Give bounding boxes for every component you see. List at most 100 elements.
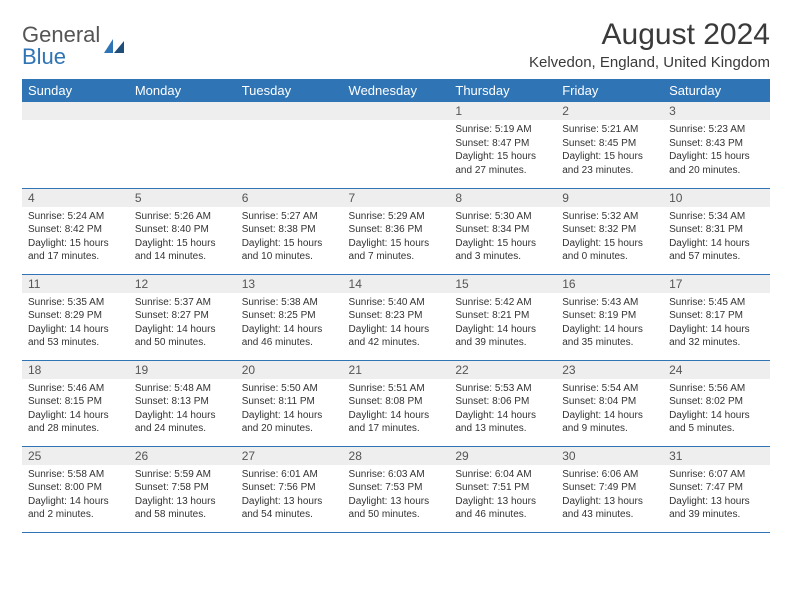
day-number: 1 [449,102,556,120]
daylight-line: Daylight: 14 hours and 5 minutes. [669,409,764,436]
brand-logo: General Blue [22,18,124,68]
day-number: 16 [556,275,663,293]
day-details: Sunrise: 5:29 AMSunset: 8:36 PMDaylight:… [343,207,450,268]
daylight-line: Daylight: 13 hours and 39 minutes. [669,495,764,522]
day-number: 8 [449,189,556,207]
daylight-line: Daylight: 15 hours and 23 minutes. [562,150,657,177]
day-details: Sunrise: 5:24 AMSunset: 8:42 PMDaylight:… [22,207,129,268]
calendar-week-row: 1Sunrise: 5:19 AMSunset: 8:47 PMDaylight… [22,102,770,188]
sunset-line: Sunset: 8:19 PM [562,309,657,323]
sunset-line: Sunset: 8:38 PM [242,223,337,237]
day-details: Sunrise: 5:32 AMSunset: 8:32 PMDaylight:… [556,207,663,268]
calendar-cell: 26Sunrise: 5:59 AMSunset: 7:58 PMDayligh… [129,446,236,532]
day-number: 9 [556,189,663,207]
day-number [236,102,343,120]
day-details: Sunrise: 5:35 AMSunset: 8:29 PMDaylight:… [22,293,129,354]
calendar-body: 1Sunrise: 5:19 AMSunset: 8:47 PMDaylight… [22,102,770,532]
sunrise-line: Sunrise: 5:59 AM [135,468,230,482]
sunrise-line: Sunrise: 5:34 AM [669,210,764,224]
sunrise-line: Sunrise: 5:56 AM [669,382,764,396]
sunset-line: Sunset: 8:08 PM [349,395,444,409]
day-number: 5 [129,189,236,207]
day-details: Sunrise: 5:38 AMSunset: 8:25 PMDaylight:… [236,293,343,354]
sunrise-line: Sunrise: 5:40 AM [349,296,444,310]
sunset-line: Sunset: 8:42 PM [28,223,123,237]
day-number [22,102,129,120]
sunrise-line: Sunrise: 5:53 AM [455,382,550,396]
calendar-cell: 11Sunrise: 5:35 AMSunset: 8:29 PMDayligh… [22,274,129,360]
day-details: Sunrise: 6:07 AMSunset: 7:47 PMDaylight:… [663,465,770,526]
calendar-cell: 1Sunrise: 5:19 AMSunset: 8:47 PMDaylight… [449,102,556,188]
sunset-line: Sunset: 8:27 PM [135,309,230,323]
day-details: Sunrise: 5:58 AMSunset: 8:00 PMDaylight:… [22,465,129,526]
calendar-cell: 3Sunrise: 5:23 AMSunset: 8:43 PMDaylight… [663,102,770,188]
calendar-week-row: 11Sunrise: 5:35 AMSunset: 8:29 PMDayligh… [22,274,770,360]
day-header: Saturday [663,79,770,102]
day-number: 19 [129,361,236,379]
calendar-cell: 23Sunrise: 5:54 AMSunset: 8:04 PMDayligh… [556,360,663,446]
day-details: Sunrise: 5:27 AMSunset: 8:38 PMDaylight:… [236,207,343,268]
calendar-cell [22,102,129,188]
day-number: 29 [449,447,556,465]
sunrise-line: Sunrise: 5:45 AM [669,296,764,310]
daylight-line: Daylight: 15 hours and 20 minutes. [669,150,764,177]
sunrise-line: Sunrise: 5:30 AM [455,210,550,224]
day-number: 25 [22,447,129,465]
sunrise-line: Sunrise: 5:48 AM [135,382,230,396]
sunset-line: Sunset: 8:40 PM [135,223,230,237]
sunrise-line: Sunrise: 6:01 AM [242,468,337,482]
day-details: Sunrise: 5:42 AMSunset: 8:21 PMDaylight:… [449,293,556,354]
daylight-line: Daylight: 15 hours and 14 minutes. [135,237,230,264]
sunrise-line: Sunrise: 5:26 AM [135,210,230,224]
calendar-cell: 2Sunrise: 5:21 AMSunset: 8:45 PMDaylight… [556,102,663,188]
sunrise-line: Sunrise: 6:03 AM [349,468,444,482]
calendar-cell: 30Sunrise: 6:06 AMSunset: 7:49 PMDayligh… [556,446,663,532]
day-details: Sunrise: 6:06 AMSunset: 7:49 PMDaylight:… [556,465,663,526]
calendar-cell: 10Sunrise: 5:34 AMSunset: 8:31 PMDayligh… [663,188,770,274]
daylight-line: Daylight: 14 hours and 57 minutes. [669,237,764,264]
daylight-line: Daylight: 15 hours and 27 minutes. [455,150,550,177]
day-number: 11 [22,275,129,293]
daylight-line: Daylight: 14 hours and 9 minutes. [562,409,657,436]
calendar-cell: 7Sunrise: 5:29 AMSunset: 8:36 PMDaylight… [343,188,450,274]
day-details: Sunrise: 5:19 AMSunset: 8:47 PMDaylight:… [449,120,556,181]
daylight-line: Daylight: 13 hours and 54 minutes. [242,495,337,522]
day-number: 18 [22,361,129,379]
calendar-grid: Sunday Monday Tuesday Wednesday Thursday… [22,79,770,533]
sunrise-line: Sunrise: 5:32 AM [562,210,657,224]
day-details: Sunrise: 5:30 AMSunset: 8:34 PMDaylight:… [449,207,556,268]
sunset-line: Sunset: 7:56 PM [242,481,337,495]
day-number: 21 [343,361,450,379]
sunset-line: Sunset: 8:11 PM [242,395,337,409]
day-number: 22 [449,361,556,379]
day-details: Sunrise: 5:45 AMSunset: 8:17 PMDaylight:… [663,293,770,354]
day-details: Sunrise: 5:48 AMSunset: 8:13 PMDaylight:… [129,379,236,440]
sunrise-line: Sunrise: 5:19 AM [455,123,550,137]
daylight-line: Daylight: 14 hours and 13 minutes. [455,409,550,436]
calendar-cell: 6Sunrise: 5:27 AMSunset: 8:38 PMDaylight… [236,188,343,274]
daylight-line: Daylight: 14 hours and 42 minutes. [349,323,444,350]
sunset-line: Sunset: 7:58 PM [135,481,230,495]
sail-icon [104,39,124,53]
daylight-line: Daylight: 15 hours and 0 minutes. [562,237,657,264]
calendar-cell: 14Sunrise: 5:40 AMSunset: 8:23 PMDayligh… [343,274,450,360]
title-block: August 2024 Kelvedon, England, United Ki… [529,18,770,71]
daylight-line: Daylight: 15 hours and 17 minutes. [28,237,123,264]
day-details: Sunrise: 6:01 AMSunset: 7:56 PMDaylight:… [236,465,343,526]
sunrise-line: Sunrise: 5:58 AM [28,468,123,482]
day-number: 23 [556,361,663,379]
calendar-header-row: Sunday Monday Tuesday Wednesday Thursday… [22,79,770,102]
day-details: Sunrise: 5:21 AMSunset: 8:45 PMDaylight:… [556,120,663,181]
page-header: General Blue August 2024 Kelvedon, Engla… [22,18,770,71]
sunset-line: Sunset: 8:43 PM [669,137,764,151]
day-number: 13 [236,275,343,293]
sunset-line: Sunset: 8:45 PM [562,137,657,151]
day-header: Tuesday [236,79,343,102]
day-number: 4 [22,189,129,207]
sunrise-line: Sunrise: 5:43 AM [562,296,657,310]
calendar-cell: 19Sunrise: 5:48 AMSunset: 8:13 PMDayligh… [129,360,236,446]
logo-text-block: General Blue [22,24,100,68]
day-number: 27 [236,447,343,465]
day-number: 28 [343,447,450,465]
daylight-line: Daylight: 14 hours and 39 minutes. [455,323,550,350]
